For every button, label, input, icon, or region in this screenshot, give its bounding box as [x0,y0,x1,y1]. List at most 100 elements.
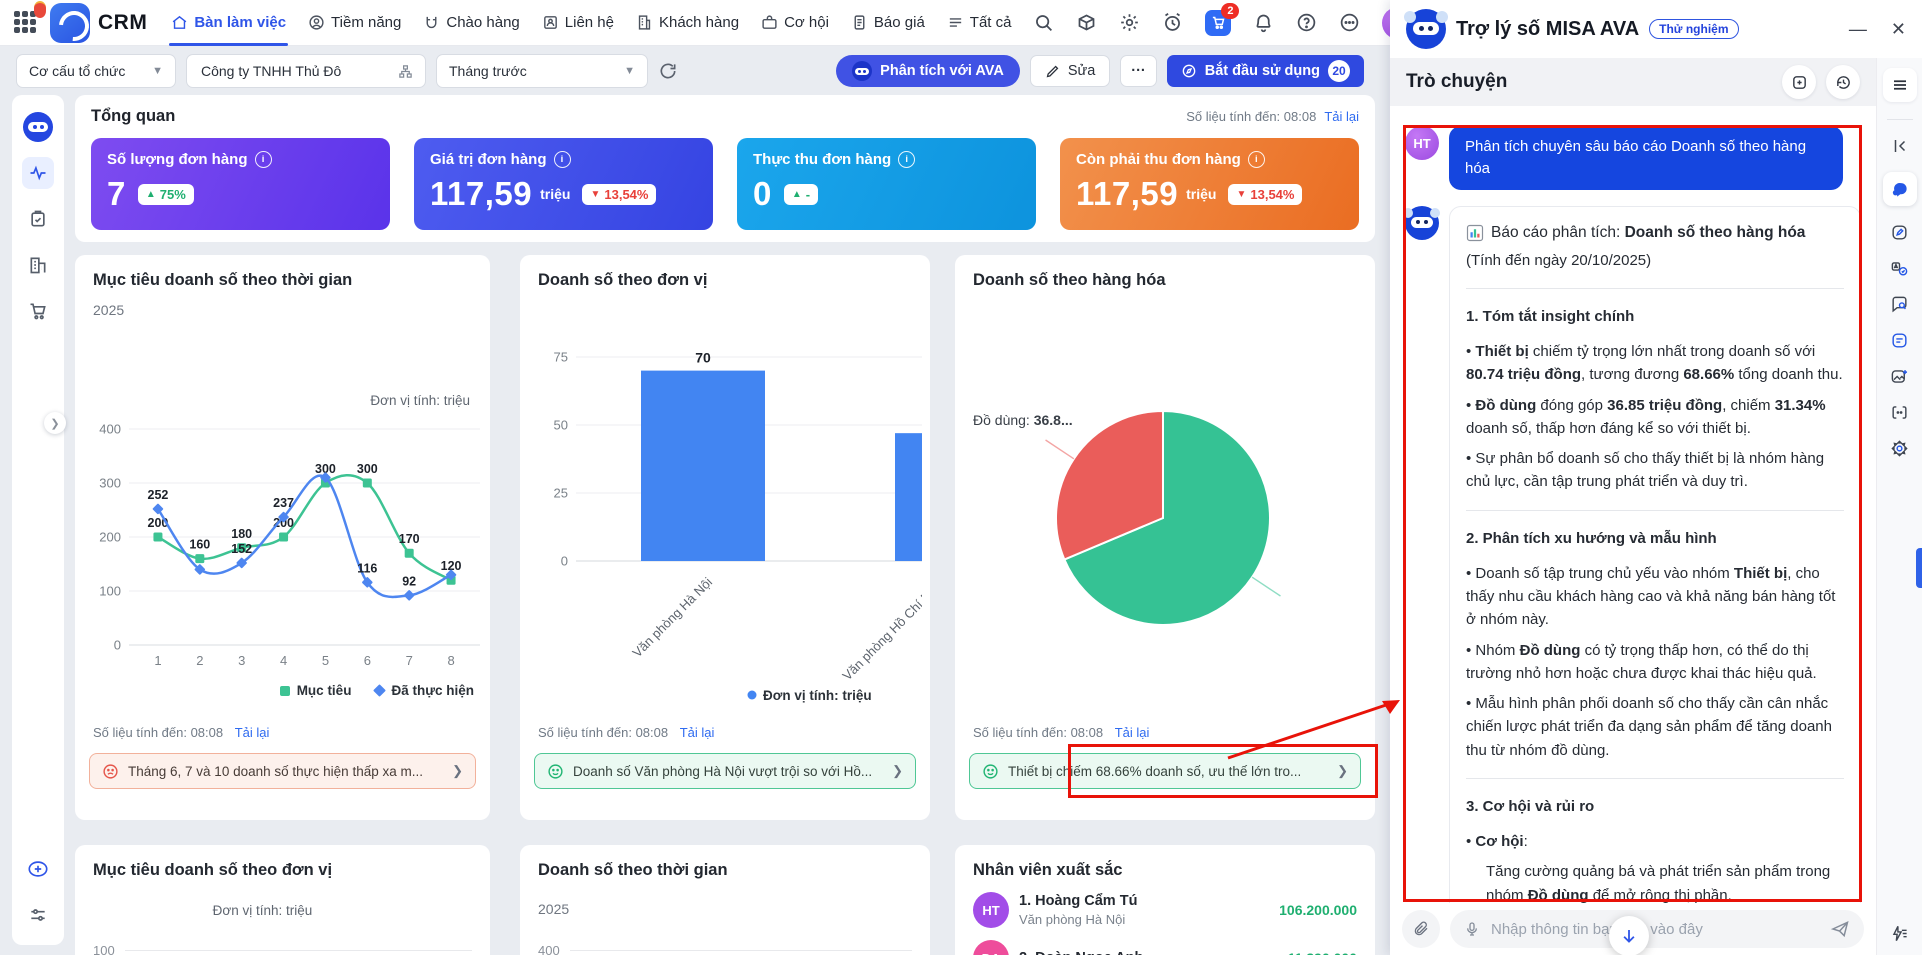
tab-tiem-nang[interactable]: Tiềm năng [308,0,401,46]
rail-chat-icon-active[interactable] [1882,172,1917,206]
unit-note: Đơn vị tính: triệu [370,393,470,408]
svg-text:160: 160 [189,538,210,552]
sidebar-orders-item[interactable] [22,295,54,327]
ava-robot-avatar [1404,9,1446,49]
rail-translate-icon[interactable] [1890,259,1909,278]
ava-robot-avatar [1403,205,1439,240]
staff-row[interactable]: ĐA 2. Đoàn Ngọc Anh 11.390.000 [973,940,1357,955]
insight-banner-negative[interactable]: Tháng 6, 7 và 10 doanh số thực hiện thấp… [89,753,476,789]
new-chat-button[interactable] [1782,65,1816,99]
info-icon[interactable]: i [1247,151,1265,168]
happy-face-icon [982,763,999,780]
scroll-to-bottom-button[interactable] [1609,916,1649,955]
company-input[interactable] [199,62,390,80]
chat-history-button[interactable] [1826,65,1860,99]
rail-menu-icon[interactable] [1882,68,1917,102]
org-structure-select[interactable]: Cơ cấu tổ chức ▼ [16,54,176,88]
close-icon[interactable]: ✕ [1890,18,1906,39]
svg-text:300: 300 [315,462,336,476]
top-staff-card: Nhân viên xuất sắc HT 1. Hoàng Cẩm Tú Văn… [955,845,1375,955]
rail-compose-icon[interactable] [1890,223,1909,242]
report-section-title: 1. Tóm tắt insight chính [1466,307,1635,325]
kpi-order-value: Giá trị đơn hàng i 117,59 triệu ▼ 13,54% [414,138,713,230]
analyze-with-ava-button[interactable]: Phân tích với AVA [836,55,1020,87]
reload-link[interactable]: Tải lại [1114,725,1150,740]
misa-amis-logo[interactable] [50,2,90,43]
report-bullet: • Doanh số tập trung chủ yếu vào nhóm Th… [1466,564,1836,629]
insight-banner-highlighted[interactable]: Thiết bị chiếm 68.66% doanh số, ưu thế l… [969,753,1361,789]
info-icon[interactable]: i [553,151,571,168]
sidebar-company-item[interactable] [22,249,54,281]
more-actions-button[interactable]: ··· [1120,55,1157,87]
svg-text:Văn phòng Hồ Chí Minh: Văn phòng Hồ Chí Minh [839,575,922,684]
start-using-button[interactable]: Bắt đầu sử dụng 20 [1166,55,1364,87]
attachment-icon[interactable] [1402,910,1440,948]
refresh-icon[interactable] [658,61,678,81]
bell-icon[interactable] [1253,12,1274,33]
bar-chart: 75 50 25 0 70 Văn phòng Hà Nội Văn phòng Hồ Ch… [554,350,922,703]
search-icon[interactable] [1033,12,1054,33]
sidebar-dashboard-item[interactable] [22,157,54,189]
tab-lien-he[interactable]: Liên hệ [542,0,614,46]
more-options-icon[interactable] [1339,12,1360,33]
cart-badge: 2 [1221,2,1240,19]
tab-chao-hang[interactable]: Chào hàng [423,0,520,46]
rail-image-add-icon[interactable] [1890,367,1909,386]
edit-button[interactable]: Sửa [1029,55,1111,87]
svg-text:Văn phòng Hà Nội: Văn phòng Hà Nội [629,574,715,660]
tab-bao-gia[interactable]: Báo giá [851,0,925,46]
alarm-clock-icon[interactable] [1162,12,1183,33]
rail-quick-actions-icon[interactable] [1890,924,1909,943]
gear-icon[interactable] [1119,12,1140,33]
sidebar-expand-handle[interactable]: ❯ [44,412,66,434]
rail-chat-search-icon[interactable] [1890,295,1909,314]
sidebar-settings-item[interactable] [22,899,54,931]
org-chart-icon[interactable] [398,64,413,79]
period-select[interactable]: Tháng trước ▼ [436,54,648,88]
chat-section-bar: Trò chuyện [1390,58,1876,106]
svg-text:300: 300 [357,462,378,476]
rail-notes-icon[interactable] [1890,331,1909,350]
rail-settings-icon[interactable] [1890,439,1909,458]
chat-messages[interactable]: HT Phân tích chuyên sâu báo cáo Doanh số… [1390,106,1876,903]
insight-banner-positive[interactable]: Doanh số Văn phòng Hà Nội vượt trội so v… [534,753,916,789]
svg-text:200: 200 [99,530,121,545]
tab-khach-hang[interactable]: Khách hàng [636,0,739,46]
help-icon[interactable] [1296,12,1317,33]
company-field[interactable] [186,54,426,88]
sidebar-ava-item[interactable] [22,111,54,143]
staff-row[interactable]: HT 1. Hoàng Cẩm Tú Văn phòng Hà Nội 106.2… [973,892,1357,928]
app-grid-icon[interactable] [14,10,36,35]
left-sidebar [12,95,64,945]
microphone-icon[interactable] [1464,921,1480,937]
tab-co-hoi[interactable]: Cơ hội [761,0,829,46]
message-input-pill[interactable] [1450,910,1864,948]
reload-link[interactable]: Tải lại [1324,109,1359,124]
chat-message-input[interactable] [1489,919,1821,939]
svg-text:200: 200 [273,516,294,530]
svg-text:6: 6 [364,653,371,668]
send-icon[interactable] [1830,919,1850,939]
sidebar-tasks-item[interactable] [22,203,54,235]
report-bullet: • Mẫu hình phân phối doanh số cho thấy c… [1466,695,1832,759]
tab-ban-lam-viec[interactable]: Bàn làm việc [169,0,288,46]
report-section-title: 2. Phân tích xu hướng và mẫu hình [1466,529,1717,547]
info-icon[interactable]: i [898,151,916,168]
svg-text:2: 2 [196,653,203,668]
brand-label: CRM [98,10,148,34]
package-search-icon[interactable] [1076,12,1097,33]
hidden-panel-tab[interactable] [1916,548,1922,588]
rail-brackets-icon[interactable] [1890,403,1909,422]
reload-link[interactable]: Tải lại [234,725,270,740]
svg-text:1: 1 [154,653,161,668]
minimize-icon[interactable]: — [1848,18,1867,39]
sidebar-add-item[interactable] [22,853,54,885]
svg-text:300: 300 [99,476,121,491]
collapse-panel-icon[interactable] [1891,137,1909,155]
cart-icon[interactable]: 2 [1205,2,1240,36]
svg-text:400: 400 [99,422,121,437]
tab-tat-ca[interactable]: Tất cả [947,0,1011,46]
info-icon[interactable]: i [254,151,272,168]
reload-link[interactable]: Tải lại [679,725,715,740]
